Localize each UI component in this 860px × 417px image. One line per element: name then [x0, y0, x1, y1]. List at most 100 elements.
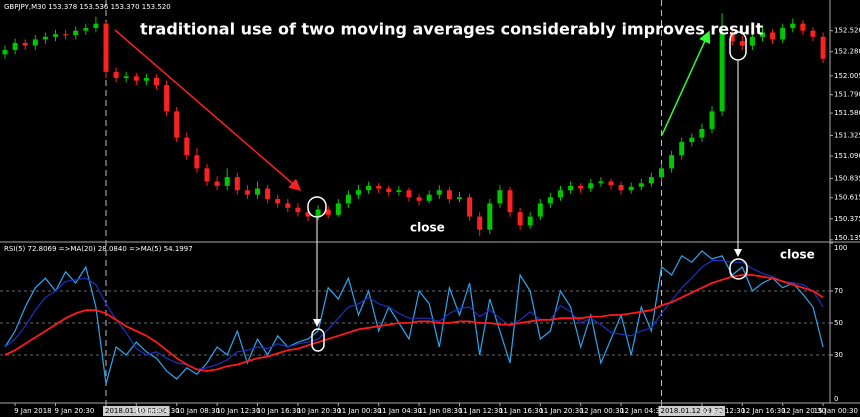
y-tick-label: 152.280 — [834, 48, 860, 56]
x-tick-label: 11 Jan 00:30 — [337, 407, 381, 415]
candle-body — [648, 177, 654, 184]
candle-body — [366, 185, 372, 191]
candle-body — [507, 190, 513, 213]
candle-body — [457, 197, 462, 200]
y-tick-label: 50 — [834, 319, 843, 327]
candle-body — [547, 197, 553, 204]
x-tick-label: 2018.01.12 09:30 — [661, 407, 723, 415]
candle-body — [568, 185, 574, 191]
candle-body — [527, 216, 533, 226]
candle-body — [224, 177, 230, 186]
candle-body — [32, 39, 38, 46]
x-tick-label: 11 Jan 12:30 — [459, 407, 503, 415]
x-tick-label: 11 Jan 20:30 — [539, 407, 583, 415]
trend-arrow — [661, 30, 711, 136]
candle-body — [477, 216, 483, 230]
candle-body — [467, 197, 473, 217]
x-tick-label: 12 Jan 16:30 — [741, 407, 785, 415]
y-tick-label: 150.135 — [834, 234, 860, 242]
y-tick-label: 150.375 — [834, 215, 860, 223]
highlight-circle — [729, 31, 747, 61]
candle-body — [618, 185, 624, 191]
candle-body — [53, 34, 58, 37]
y-tick-label: 151.325 — [834, 131, 860, 139]
candle-body — [416, 197, 422, 201]
annotation: close — [780, 248, 815, 262]
x-tick-label: 11 Jan 04:30 — [378, 407, 422, 415]
y-tick-label: 150.615 — [834, 194, 860, 202]
candle-body — [588, 183, 594, 189]
candle-body — [184, 137, 190, 156]
y-tick-label: 151.790 — [834, 91, 860, 99]
x-tick-label: 9 Jan 20:30 — [55, 407, 95, 415]
highlight-circle — [307, 196, 327, 218]
candle-body — [659, 168, 664, 178]
candle-body — [345, 194, 351, 204]
candle-body — [164, 85, 170, 112]
candle-body — [315, 209, 321, 217]
candle-body — [669, 155, 675, 169]
y-tick-label: 151.090 — [834, 152, 860, 160]
x-tick-label: 11 Jan 16:30 — [499, 407, 543, 415]
candle-body — [770, 32, 776, 40]
candle-body — [760, 32, 765, 37]
candle-body — [537, 203, 543, 217]
candle-body — [800, 23, 806, 31]
candle-body — [820, 36, 826, 59]
candle-body — [214, 181, 220, 186]
candle-body — [2, 49, 8, 55]
candle-body — [285, 203, 291, 208]
candle-body — [12, 42, 18, 50]
candle-body — [93, 23, 99, 29]
y-tick-label: 100 — [834, 244, 847, 252]
candle-body — [578, 185, 584, 189]
candle-body — [335, 203, 341, 215]
x-tick-label: 10 Jan 20:30 — [297, 407, 341, 415]
candle-body — [275, 199, 281, 204]
chart-title: GBPJPY,M30 153.378 153.536 153.370 153.5… — [4, 3, 171, 11]
candle-body — [780, 28, 786, 40]
x-tick-label: 12 Jan 20:30 — [782, 407, 826, 415]
x-tick-label: 12 Jan 12:30 — [701, 407, 745, 415]
candle-body — [739, 41, 745, 46]
candle-body — [689, 137, 695, 143]
candle-body — [487, 203, 493, 230]
x-label-highlight — [103, 406, 170, 416]
x-tick-label: 12 Jan 04:30 — [620, 407, 664, 415]
candle-body — [436, 190, 442, 195]
candle-body — [709, 111, 715, 129]
candle-body — [386, 188, 392, 193]
y-tick-label: 30 — [834, 351, 843, 359]
candle-body — [608, 181, 614, 186]
candle-body — [376, 185, 382, 189]
indicator-title: RSI(5) 72.8069 =>MA(20) 28.0840 =>MA(5) … — [4, 245, 193, 253]
candle-body — [265, 188, 271, 200]
indicator-line — [4, 260, 824, 371]
candle-body — [143, 78, 149, 81]
y-tick-label: 150.835 — [834, 174, 860, 182]
indicator-line — [4, 274, 824, 372]
candle-body — [638, 183, 644, 187]
x-label-highlight — [658, 406, 725, 416]
candle-body — [73, 30, 79, 36]
candle-body — [234, 177, 240, 191]
candle-body — [790, 23, 796, 29]
y-tick-label: 151.580 — [834, 109, 860, 117]
candle-body — [356, 190, 361, 195]
candle-body — [204, 168, 210, 182]
x-tick-label: 10 Jan 04:30 — [135, 407, 179, 415]
grid-layer — [0, 0, 830, 403]
candle-body — [42, 36, 48, 40]
candle-body — [517, 212, 523, 226]
x-tick-label: 10 Jan 16:30 — [257, 407, 301, 415]
candle-body — [63, 34, 69, 36]
candle-body — [295, 207, 301, 213]
candle-body — [123, 76, 129, 79]
x-tick-label: 12 Jan 00:30 — [580, 407, 624, 415]
candle-body — [558, 190, 563, 198]
candle-body — [103, 23, 109, 72]
candle-body — [719, 32, 725, 112]
highlight-circle — [311, 328, 325, 352]
